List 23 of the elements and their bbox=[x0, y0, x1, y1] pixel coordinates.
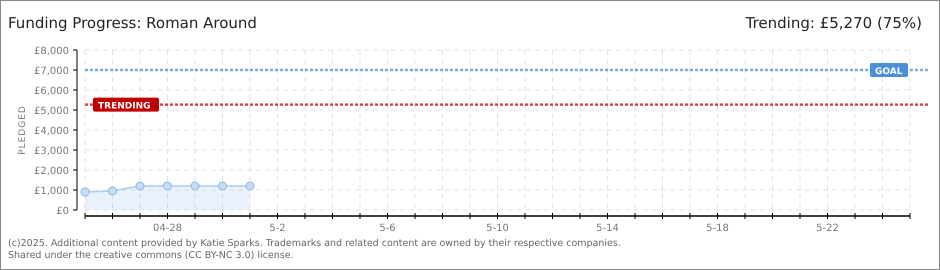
ref-line-label: GOAL bbox=[875, 67, 903, 77]
chart-title: Funding Progress: Roman Around bbox=[8, 14, 257, 32]
x-tick-label: 5-18 bbox=[706, 223, 729, 234]
x-tick-label: 5-2 bbox=[269, 223, 286, 234]
y-tick-label: £4,000 bbox=[34, 126, 69, 137]
ref-line-label: TRENDING bbox=[98, 102, 150, 112]
y-axis-title: PLEDGED bbox=[18, 105, 28, 155]
x-tick-label: 5-14 bbox=[596, 223, 619, 234]
x-tick-label: 04-28 bbox=[152, 223, 182, 234]
y-tick-label: £3,000 bbox=[34, 146, 69, 157]
y-tick-label: £0 bbox=[56, 206, 69, 217]
x-tick-label: 5-22 bbox=[816, 223, 839, 234]
x-tick-label: 5-6 bbox=[379, 223, 396, 234]
y-tick-label: £5,000 bbox=[34, 106, 69, 117]
y-tick-label: £6,000 bbox=[34, 86, 69, 97]
x-tick-label: 5-10 bbox=[486, 223, 509, 234]
text: (c)2025. Additional content provided by Katie Sparks. Trademarks and related content are owned by their respective companies. bbox=[8, 238, 621, 249]
y-tick-label: £1,000 bbox=[34, 186, 69, 197]
y-tick-label: £2,000 bbox=[34, 166, 69, 177]
y-tick-label: £7,000 bbox=[34, 66, 69, 77]
chart-subtitle: Trending: £5,270 (75%) bbox=[744, 14, 922, 32]
y-tick-label: £8,000 bbox=[34, 46, 69, 57]
text: Shared under the creative commons (CC BY-NC 3.0) license. bbox=[8, 250, 294, 261]
